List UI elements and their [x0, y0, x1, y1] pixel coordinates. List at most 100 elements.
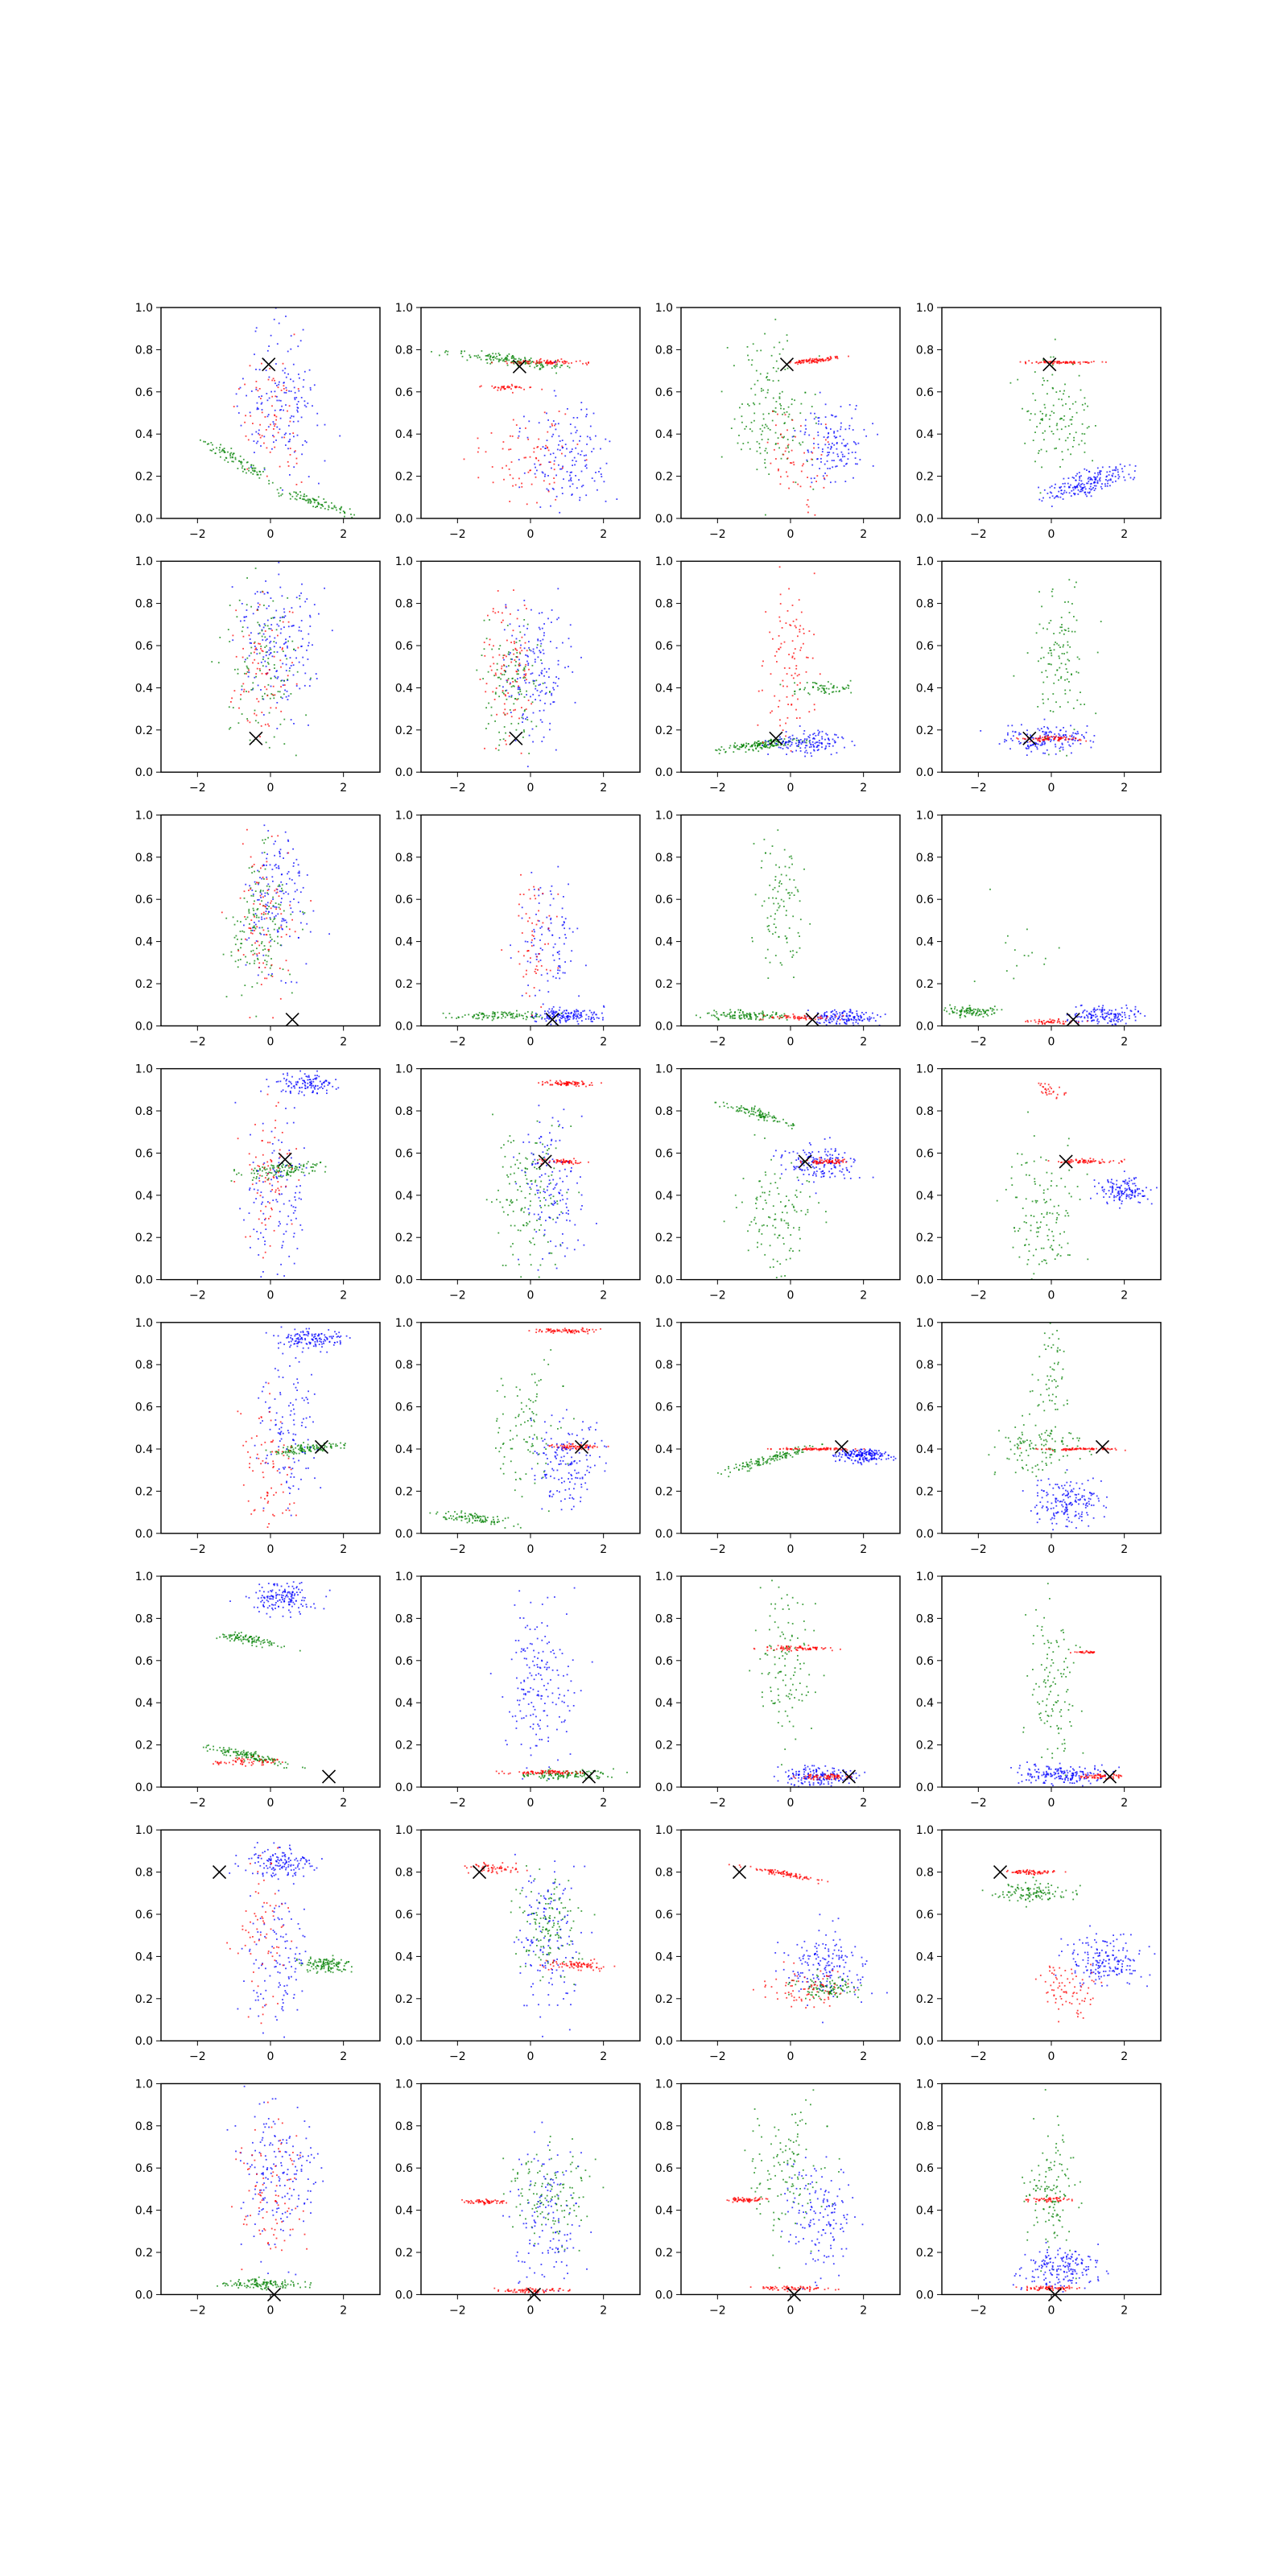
- scatter-point-blue: [287, 373, 289, 375]
- scatter-point-green: [1080, 691, 1081, 693]
- scatter-point-red: [506, 712, 509, 715]
- scatter-point-blue: [808, 737, 811, 739]
- axes-frame: [420, 560, 641, 773]
- scatter-point-green: [246, 916, 249, 919]
- scatter-point-blue: [521, 917, 523, 919]
- scatter-point-green: [489, 359, 492, 361]
- scatter-point-green: [1042, 656, 1045, 658]
- scatter-point-blue: [553, 701, 555, 703]
- scatter-point-blue: [840, 458, 842, 460]
- scatter-point-red: [823, 477, 825, 479]
- scatter-point-blue: [1110, 479, 1112, 481]
- scatter-point-blue: [258, 396, 260, 398]
- scatter-point-green: [506, 698, 508, 700]
- scatter-point-red: [260, 398, 262, 399]
- scatter-point-blue: [549, 1014, 551, 1017]
- y-tick-label: 0.8: [395, 344, 413, 357]
- scatter-point-red: [554, 424, 555, 427]
- scatter-point-green: [270, 958, 272, 960]
- scatter-point-green: [252, 927, 254, 928]
- scatter-point-blue: [265, 369, 267, 371]
- scatter-point-red: [557, 893, 559, 895]
- scatter-point-green: [1068, 659, 1071, 662]
- scatter-point-green: [1067, 448, 1069, 451]
- scatter-point-blue: [846, 1015, 848, 1018]
- scatter-point-red: [548, 483, 551, 485]
- scatter-point-blue: [547, 991, 550, 993]
- scatter-point-green: [481, 1013, 484, 1015]
- scatter-point-green: [956, 1009, 958, 1011]
- scatter-point-blue: [1086, 725, 1088, 727]
- scatter-point-blue: [579, 497, 581, 499]
- scatter-point-green: [761, 387, 762, 390]
- scatter-point-blue: [517, 688, 519, 691]
- scatter-point-blue: [558, 435, 560, 437]
- scatter-point-blue: [1085, 732, 1088, 733]
- scatter-point-blue: [803, 433, 806, 436]
- scatter-point-green: [516, 1016, 518, 1018]
- scatter-point-blue: [249, 638, 251, 640]
- scatter-point-red: [520, 361, 522, 363]
- scatter-point-green: [799, 900, 801, 902]
- scatter-point-red: [521, 362, 522, 365]
- scatter-point-green: [256, 982, 258, 985]
- scatter-point-red: [289, 904, 291, 906]
- scatter-point-green: [206, 443, 208, 445]
- scatter-point-blue: [836, 1020, 838, 1022]
- scatter-point-green: [1064, 601, 1066, 603]
- scatter-point-red: [538, 438, 540, 440]
- scatter-point-blue: [269, 864, 271, 866]
- scatter-point-red: [477, 447, 480, 449]
- scatter-point-red: [510, 642, 512, 643]
- scatter-point-blue: [541, 933, 543, 935]
- scatter-point-blue: [572, 417, 575, 419]
- scatter-point-red: [770, 712, 771, 714]
- scatter-point-blue: [288, 424, 290, 427]
- scatter-point-red: [807, 1015, 809, 1018]
- scatter-point-red: [483, 642, 485, 643]
- scatter-point-blue: [1051, 485, 1053, 487]
- scatter-point-green: [993, 1005, 996, 1008]
- scatter-point-green: [248, 910, 250, 912]
- scatter-point-blue: [767, 741, 770, 743]
- scatter-point-blue: [281, 436, 283, 439]
- scatter-point-blue: [836, 453, 839, 456]
- scatter-point-blue: [551, 1008, 553, 1010]
- scatter-point-blue: [281, 918, 283, 920]
- y-tick-label: 1.0: [395, 302, 413, 315]
- scatter-point-red: [533, 361, 535, 363]
- scatter-point-green: [783, 743, 786, 745]
- scatter-point-blue: [261, 409, 263, 411]
- scatter-point-blue: [1018, 733, 1020, 736]
- scatter-point-red: [245, 938, 246, 940]
- scatter-point-blue: [563, 478, 564, 481]
- scatter-point-green: [505, 357, 507, 360]
- scatter-point-blue: [833, 460, 835, 461]
- scatter-point-blue: [1051, 731, 1052, 733]
- scatter-point-blue: [532, 679, 535, 682]
- scatter-point-blue: [546, 916, 548, 919]
- scatter-point-blue: [1092, 741, 1095, 743]
- scatter-point-green: [1062, 404, 1064, 407]
- scatter-point-green: [1066, 754, 1067, 757]
- scatter-point-blue: [825, 426, 828, 428]
- scatter-point-green: [510, 1013, 511, 1016]
- scatter-point-green: [1063, 415, 1066, 417]
- scatter-point-green: [795, 952, 798, 953]
- scatter-point-red: [253, 642, 255, 644]
- scatter-point-blue: [571, 494, 573, 496]
- scatter-point-blue: [555, 682, 557, 684]
- scatter-point-blue: [1095, 1013, 1096, 1016]
- scatter-point-blue: [596, 1017, 598, 1019]
- scatter-point-red: [553, 361, 555, 363]
- scatter-point-blue: [543, 682, 546, 684]
- scatter-point-red: [497, 389, 499, 391]
- scatter-point-blue: [578, 1017, 580, 1019]
- scatter-point-red: [270, 902, 271, 904]
- scatter-point-green: [733, 418, 736, 420]
- scatter-point-blue: [539, 628, 541, 630]
- scatter-point-green: [1049, 415, 1051, 416]
- scatter-point-blue: [839, 1013, 841, 1016]
- scatter-point-blue: [552, 1012, 555, 1014]
- scatter-point-blue: [268, 605, 270, 607]
